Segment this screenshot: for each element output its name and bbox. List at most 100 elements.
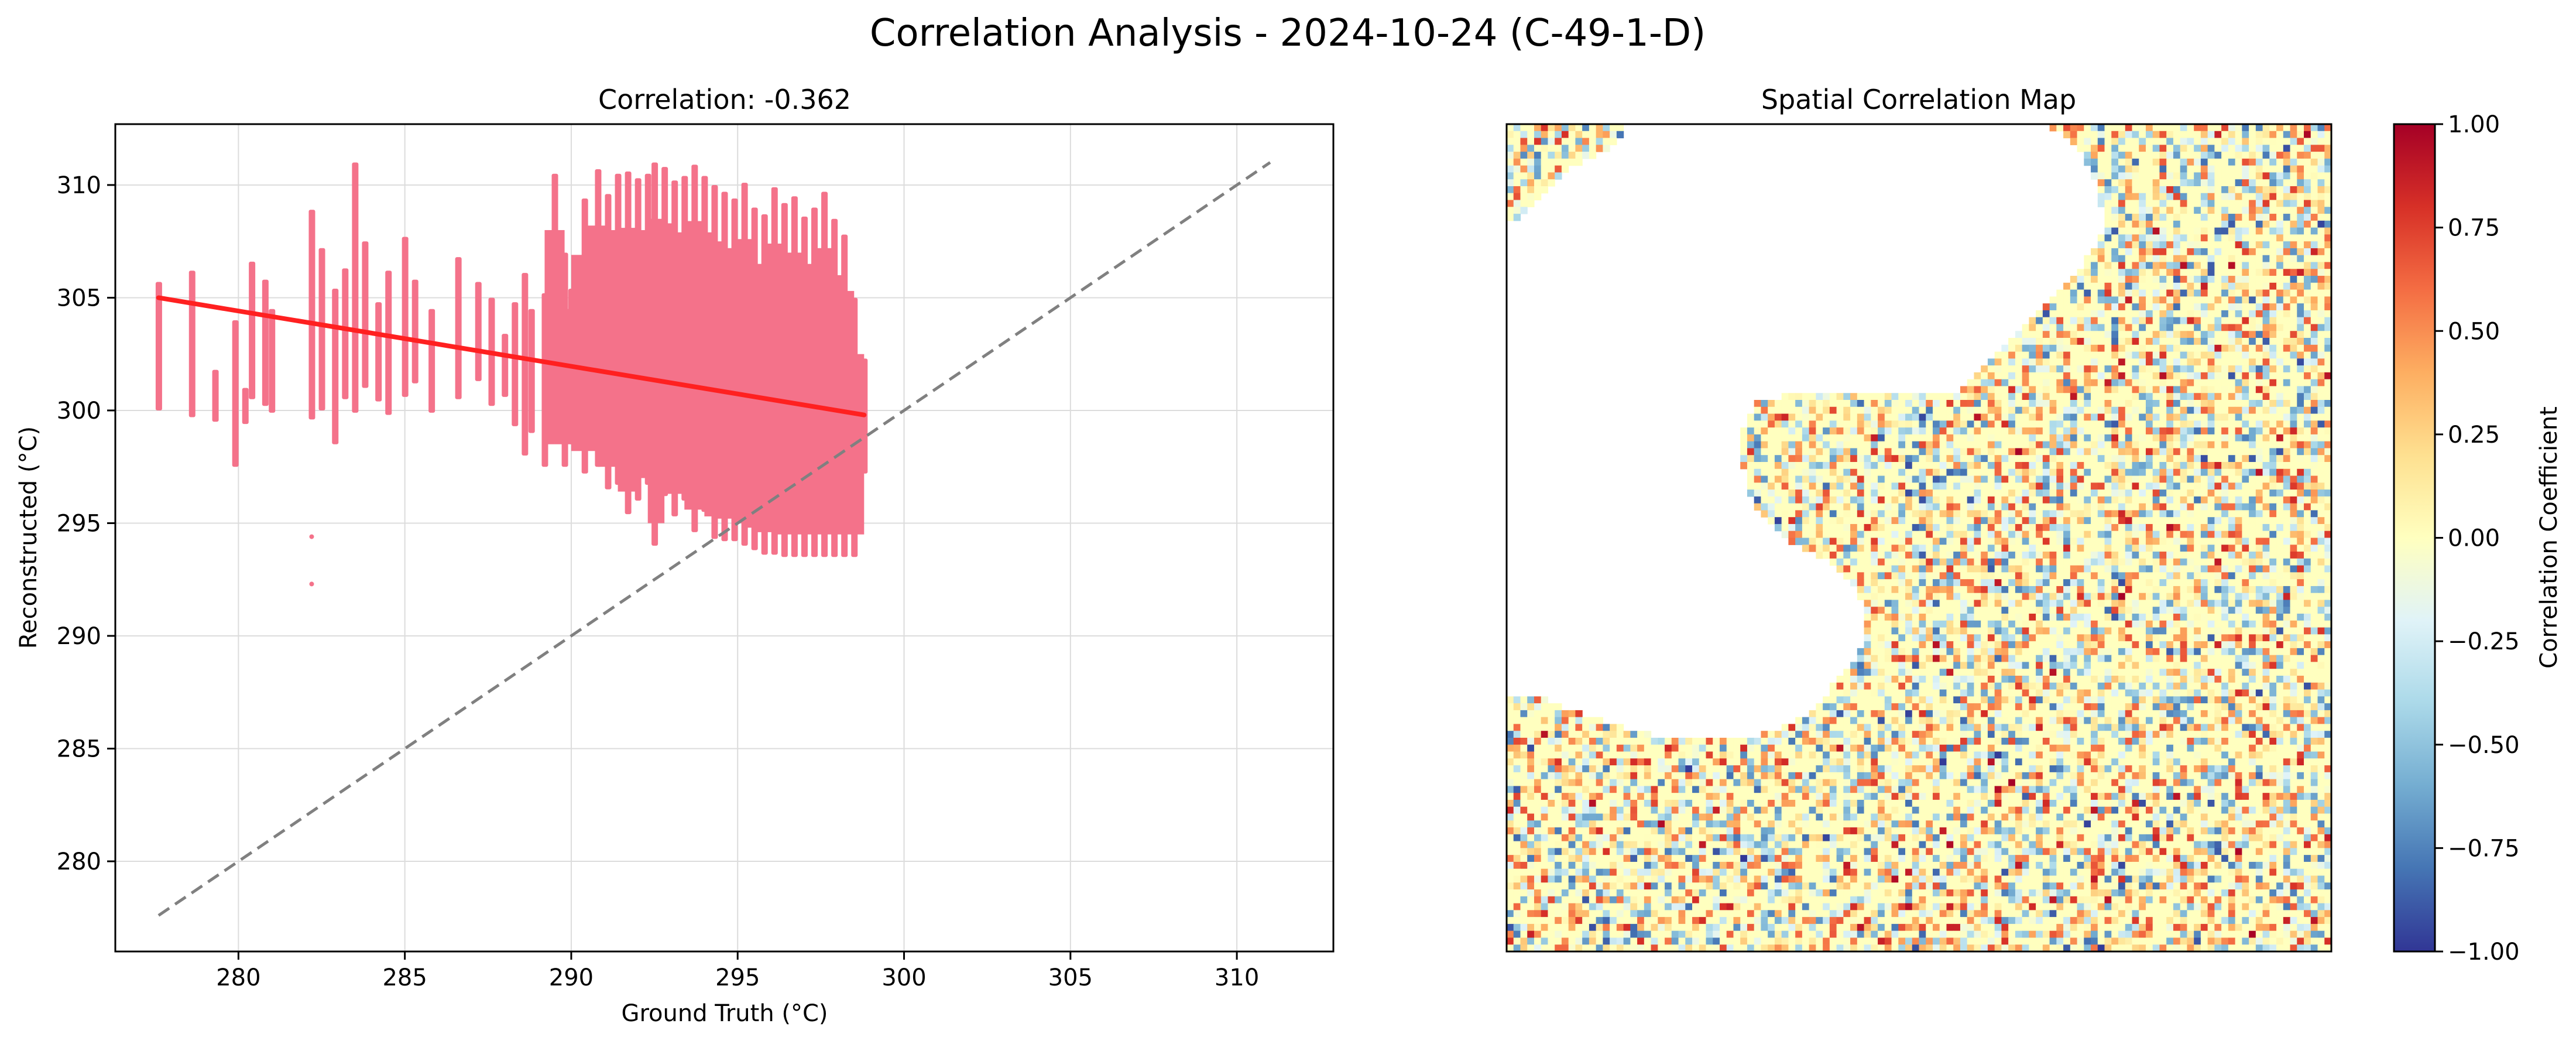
heatmap-cell [2139, 448, 2146, 456]
heatmap-cell [2235, 152, 2242, 159]
heatmap-cell [2290, 200, 2297, 207]
heatmap-cell [2290, 530, 2297, 539]
heatmap-cell [2104, 152, 2112, 159]
heatmap-cell [2159, 234, 2167, 242]
heatmap-cell [2324, 152, 2332, 159]
heatmap-cell [2317, 600, 2325, 607]
heatmap-cell [2304, 634, 2311, 642]
heatmap-cell [2187, 282, 2194, 290]
heatmap-cell [2132, 186, 2139, 194]
heatmap-cell [2084, 607, 2091, 614]
heatmap-cell [1912, 620, 1920, 628]
heatmap-cell [2166, 317, 2174, 325]
heatmap-cell [1829, 496, 1837, 504]
heatmap-cell [1994, 496, 2002, 504]
heatmap-cell [1994, 655, 2002, 663]
heatmap-cell [2015, 648, 2023, 656]
heatmap-cell [2173, 607, 2181, 614]
heatmap-cell [2152, 152, 2160, 159]
heatmap-cell [2159, 482, 2167, 490]
heatmap-cell [2029, 620, 2036, 628]
heatmap-cell [2207, 158, 2215, 166]
heatmap-cell [2283, 434, 2291, 442]
heatmap-cell [2304, 372, 2311, 380]
heatmap-cell [2200, 593, 2208, 601]
heatmap-cell [2001, 496, 2009, 504]
heatmap-cell [2262, 214, 2270, 221]
heatmap-cell [1946, 586, 1954, 594]
heatmap-cell [2159, 503, 2167, 511]
heatmap-cell [2207, 586, 2215, 594]
heatmap-cell [1802, 523, 1810, 532]
heatmap-cell [2139, 227, 2146, 235]
heatmap-cell [1953, 468, 1961, 477]
heatmap-cell [2091, 523, 2098, 532]
heatmap-cell [2077, 565, 2084, 573]
heatmap-cell [1850, 413, 1858, 421]
heatmap-cell [2036, 593, 2043, 601]
heatmap-cell [2283, 207, 2291, 214]
heatmap-cell [2125, 152, 2133, 159]
heatmap-cell [2132, 165, 2139, 173]
heatmap-cell [1953, 510, 1961, 518]
heatmap-cell [2228, 214, 2236, 221]
heatmap-cell [2152, 586, 2160, 594]
heatmap-cell [2145, 131, 2153, 139]
heatmap-cell [1878, 662, 1885, 669]
heatmap-cell [1768, 461, 1775, 470]
heatmap-cell [2235, 413, 2242, 421]
heatmap-cell [2187, 310, 2194, 318]
heatmap-cell [2111, 662, 2119, 669]
heatmap-cell [1884, 448, 1892, 456]
heatmap-cell [2317, 358, 2325, 366]
heatmap-cell [2290, 386, 2297, 393]
heatmap-cell [2125, 400, 2133, 408]
heatmap-cell [2001, 655, 2009, 663]
heatmap-cell [2015, 427, 2023, 435]
heatmap-cell [2235, 310, 2242, 318]
heatmap-cell [1596, 145, 1603, 152]
heatmap-cell [1561, 152, 1569, 159]
heatmap-cell [1864, 648, 1871, 656]
heatmap-cell [1843, 510, 1851, 518]
heatmap-cell [2118, 468, 2126, 477]
heatmap-cell [1788, 448, 1796, 456]
heatmap-cell [1891, 662, 1899, 669]
heatmap-cell [1912, 586, 1920, 594]
heatmap-cell [1871, 641, 1878, 649]
heatmap-cell [2304, 510, 2311, 518]
heatmap-cell [1891, 482, 1899, 490]
heatmap-cell [1994, 386, 2002, 393]
heatmap-cell [2200, 614, 2208, 621]
heatmap-cell [2200, 200, 2208, 207]
heatmap-cell [2118, 214, 2126, 221]
heatmap-cell [2063, 586, 2071, 594]
heatmap-cell [2070, 607, 2078, 614]
heatmap-cell [2111, 648, 2119, 656]
heatmap-cell [2056, 420, 2064, 428]
heatmap-cell [2249, 365, 2256, 373]
heatmap-cell [2049, 614, 2057, 621]
heatmap-cell [2125, 503, 2133, 511]
heatmap-cell [2104, 455, 2112, 463]
heatmap-cell [2200, 331, 2208, 338]
heatmap-cell [2022, 413, 2029, 421]
heatmap-cell [2111, 172, 2119, 180]
heatmap-cell [2152, 165, 2160, 173]
heatmap-cell [2077, 420, 2084, 428]
heatmap-cell [1850, 482, 1858, 490]
heatmap-cell [2118, 179, 2126, 187]
heatmap-cell [2297, 282, 2304, 290]
heatmap-cell [2283, 214, 2291, 221]
heatmap-cell [2145, 655, 2153, 663]
heatmap-cell [2097, 600, 2105, 607]
heatmap-cell [1898, 586, 1906, 594]
heatmap-cell [2111, 400, 2119, 408]
heatmap-cell [2145, 572, 2153, 580]
heatmap-cell [1527, 179, 1535, 187]
heatmap-cell [2152, 503, 2160, 511]
heatmap-cell [2036, 441, 2043, 449]
heatmap-cell [2042, 565, 2050, 573]
heatmap-cell [2200, 358, 2208, 366]
heatmap-cell [2180, 310, 2188, 318]
